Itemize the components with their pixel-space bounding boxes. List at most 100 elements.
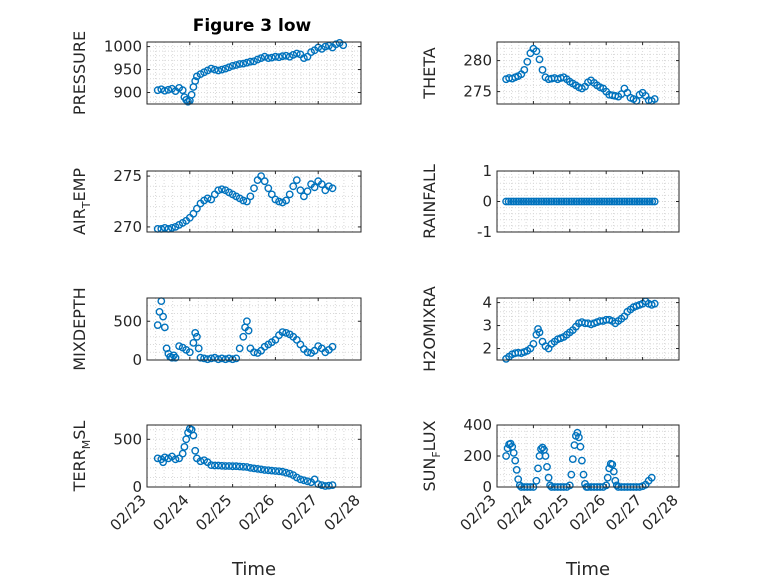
data-point: [228, 62, 237, 70]
data-point: [545, 197, 553, 206]
data-point: [242, 58, 251, 67]
data-point: [303, 187, 312, 196]
data-point: [153, 86, 162, 95]
data-point: [239, 332, 248, 341]
data-point: [178, 86, 187, 95]
data-point: [585, 197, 594, 206]
data-point: [257, 54, 265, 62]
data-point: [232, 61, 241, 69]
data-point: [267, 190, 276, 199]
data-point: [650, 197, 659, 206]
figure-title: Figure 3 low: [193, 16, 312, 36]
data-point: [524, 197, 533, 206]
data-point: [645, 197, 654, 206]
data-point: [623, 197, 631, 206]
data-point: [565, 481, 574, 490]
data-point: [257, 465, 265, 474]
data-point: [250, 184, 258, 193]
data-point: [221, 462, 230, 470]
data-point: [643, 197, 652, 206]
data-point: [228, 355, 237, 364]
data-point: [332, 40, 340, 49]
axes-box: [146, 424, 362, 488]
data-point: [217, 185, 226, 194]
ylabel-7: SUNFLUX: [420, 420, 443, 491]
data-point: [153, 454, 162, 463]
data-point: [207, 461, 216, 469]
data-point: [567, 470, 576, 479]
y-tick-label: 200: [463, 447, 492, 465]
data-point: [608, 197, 616, 206]
data-point: [535, 55, 544, 64]
data-point: [228, 462, 237, 471]
data-point: [191, 328, 200, 337]
data-point: [239, 59, 248, 68]
ylabel-0: PRESSURE: [70, 31, 89, 115]
data-point: [292, 176, 301, 185]
data-point: [250, 464, 258, 473]
data-point: [538, 66, 547, 74]
data-point: [544, 473, 553, 482]
data-point: [605, 197, 614, 206]
data-point: [602, 481, 611, 490]
plot-area: [147, 42, 361, 104]
data-point: [160, 453, 169, 462]
data-point: [328, 481, 337, 489]
data-point: [552, 197, 561, 206]
y-tick-label: 0: [132, 478, 142, 496]
data-point: [317, 180, 326, 189]
data-point: [522, 197, 531, 206]
data-point: [573, 428, 582, 437]
data-point: [568, 455, 577, 463]
data-point: [171, 455, 180, 464]
y-tick-label: 0: [482, 193, 492, 211]
data-point: [246, 57, 255, 66]
data-point: [540, 197, 548, 206]
data-point: [246, 192, 255, 201]
data-point: [648, 197, 657, 206]
data-point: [576, 442, 585, 451]
data-point: [570, 197, 578, 206]
data-point: [260, 177, 269, 186]
data-point: [235, 344, 244, 353]
data-point: [324, 481, 333, 490]
data-point: [282, 468, 290, 477]
subplot-pressure: 900 950 1000 PRESSURE: [70, 31, 362, 115]
data-point: [511, 456, 520, 465]
x-tick-label: 02/26: [566, 491, 609, 534]
data-point: [232, 462, 241, 471]
data-point: [153, 321, 162, 329]
x-tick-label: 02/28: [321, 491, 364, 534]
data-point: [175, 454, 184, 463]
ylabel-5: H2OMIXRA: [420, 286, 439, 372]
data-point: [185, 348, 194, 357]
data-point: [203, 355, 212, 364]
axes-box: [496, 41, 680, 105]
data-point: [529, 339, 538, 348]
data-point: [555, 197, 563, 206]
data-point: [512, 197, 521, 206]
data-point: [541, 452, 550, 460]
axes-box: [146, 41, 362, 105]
y-tick-label: 280: [463, 52, 492, 70]
data-point: [210, 461, 219, 470]
data-point: [567, 197, 576, 206]
data-point: [203, 194, 212, 203]
data-point: [171, 353, 180, 362]
data-point: [214, 186, 223, 195]
data-point: [296, 475, 305, 484]
x-axis-label: Time: [231, 559, 276, 580]
data-point: [635, 197, 644, 206]
data-point: [160, 323, 169, 332]
data-point: [299, 192, 308, 201]
data-point: [196, 353, 205, 362]
subplot-air-temp: 270 275 AIRTEMP: [70, 167, 362, 236]
data-point: [282, 51, 290, 60]
data-point: [299, 476, 308, 485]
data-point: [578, 456, 586, 465]
y-tick-label: 500: [113, 312, 142, 330]
data-point: [609, 467, 618, 476]
data-point: [582, 197, 591, 206]
